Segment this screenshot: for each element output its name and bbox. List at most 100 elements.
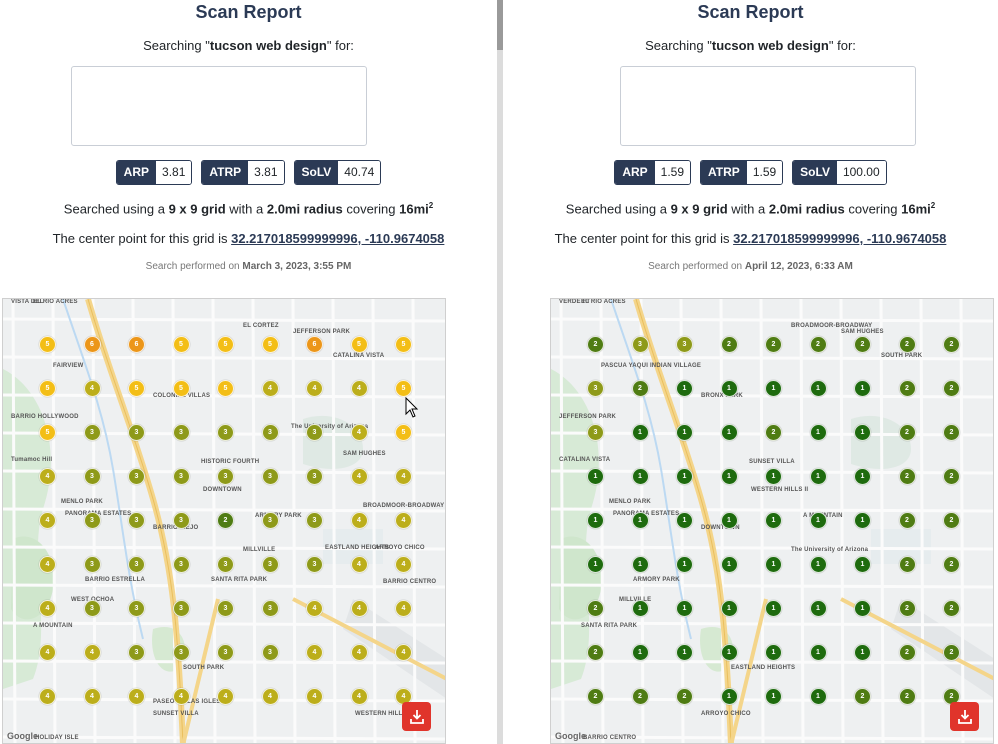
rank-pin[interactable]: 4 [128,688,145,705]
rank-pin[interactable]: 3 [306,424,323,441]
rank-pin[interactable]: 2 [943,512,960,529]
rank-pin[interactable]: 3 [217,424,234,441]
rank-pin[interactable]: 1 [809,424,827,441]
rank-pin[interactable]: 1 [854,600,871,617]
rank-pin[interactable]: 1 [587,468,604,485]
rank-pin[interactable]: 3 [261,512,279,529]
rank-pin[interactable]: 4 [395,644,412,661]
rank-pin[interactable]: 5 [395,424,412,441]
rank-pin[interactable]: 1 [720,424,738,441]
rank-pin[interactable]: 3 [128,424,145,441]
rank-pin[interactable]: 1 [631,600,649,617]
rank-pin[interactable]: 3 [217,644,234,661]
rank-pin[interactable]: 1 [720,644,738,661]
rank-pin[interactable]: 3 [676,336,693,353]
rank-pin[interactable]: 3 [83,512,101,529]
rank-pin[interactable]: 1 [720,556,738,573]
rank-pin[interactable]: 5 [395,380,412,397]
rank-pin[interactable]: 2 [943,556,960,573]
rank-pin[interactable]: 2 [587,600,604,617]
rank-pin[interactable]: 3 [587,424,604,441]
rank-pin[interactable]: 4 [83,644,101,661]
rank-pin[interactable]: 1 [809,468,827,485]
rank-pin[interactable]: 2 [587,644,604,661]
rank-pin[interactable]: 4 [83,688,101,705]
rank-pin[interactable]: 5 [39,380,56,397]
center-point-link[interactable]: 32.217018599999996, -110.9674058 [733,231,947,246]
rank-pin[interactable]: 1 [854,512,871,529]
rank-pin[interactable]: 3 [128,512,145,529]
rank-pin[interactable]: 5 [261,336,279,353]
rank-pin[interactable]: 5 [217,380,234,397]
rank-pin[interactable]: 1 [676,556,693,573]
rank-pin[interactable]: 1 [676,644,693,661]
download-button[interactable] [950,702,979,731]
rank-pin[interactable]: 3 [128,468,145,485]
rank-pin[interactable]: 2 [898,600,916,617]
rank-pin[interactable]: 2 [854,688,871,705]
rank-pin[interactable]: 3 [172,600,190,617]
rank-pin[interactable]: 1 [587,556,604,573]
rank-pin[interactable]: 2 [943,380,960,397]
rank-pin[interactable]: 5 [172,380,190,397]
rank-pin[interactable]: 4 [306,644,323,661]
rank-pin[interactable]: 3 [306,468,323,485]
rank-pin[interactable]: 1 [631,424,649,441]
rank-pin[interactable]: 4 [395,556,412,573]
scrollbar[interactable] [497,0,503,744]
rank-pin[interactable]: 4 [83,380,101,397]
rank-pin[interactable]: 5 [217,336,234,353]
rank-pin[interactable]: 3 [83,424,101,441]
rank-grid-map[interactable]: VERDE FT EL RIO ACRES PASCUA YAQUI INDIAN … [550,298,994,744]
rank-pin[interactable]: 1 [854,556,871,573]
rank-pin[interactable]: 1 [765,600,782,617]
rank-pin[interactable]: 3 [261,556,279,573]
rank-pin[interactable]: 4 [39,512,56,529]
download-button[interactable] [402,702,431,731]
rank-pin[interactable]: 2 [943,644,960,661]
rank-pin[interactable]: 3 [261,468,279,485]
rank-pin[interactable]: 2 [943,424,960,441]
rank-pin[interactable]: 3 [128,556,145,573]
rank-pin[interactable]: 1 [765,512,782,529]
rank-pin[interactable]: 1 [720,512,738,529]
rank-pin[interactable]: 4 [39,600,56,617]
rank-pin[interactable]: 1 [809,688,827,705]
rank-pin[interactable]: 5 [395,336,412,353]
rank-pin[interactable]: 1 [765,556,782,573]
rank-pin[interactable]: 1 [631,556,649,573]
rank-pin[interactable]: 1 [676,380,693,397]
rank-pin[interactable]: 4 [350,688,368,705]
rank-pin[interactable]: 2 [676,688,693,705]
rank-pin[interactable]: 2 [631,688,649,705]
rank-pin[interactable]: 2 [943,336,960,353]
rank-pin[interactable]: 2 [217,512,234,529]
rank-pin[interactable]: 1 [720,468,738,485]
rank-pin[interactable]: 1 [720,688,738,705]
rank-pin[interactable]: 1 [631,512,649,529]
rank-pin[interactable]: 1 [720,600,738,617]
rank-pin[interactable]: 1 [676,512,693,529]
rank-pin[interactable]: 4 [306,688,323,705]
rank-pin[interactable]: 3 [83,600,101,617]
rank-pin[interactable]: 3 [261,600,279,617]
rank-pin[interactable]: 2 [898,424,916,441]
rank-pin[interactable]: 2 [898,380,916,397]
rank-pin[interactable]: 3 [83,468,101,485]
rank-pin[interactable]: 2 [898,512,916,529]
rank-pin[interactable]: 3 [83,556,101,573]
rank-pin[interactable]: 4 [172,688,190,705]
rank-pin[interactable]: 2 [898,336,916,353]
rank-pin[interactable]: 1 [765,688,782,705]
rank-pin[interactable]: 6 [306,336,323,353]
rank-pin[interactable]: 5 [172,336,190,353]
rank-pin[interactable]: 4 [261,380,279,397]
rank-pin[interactable]: 2 [898,644,916,661]
rank-pin[interactable]: 4 [306,380,323,397]
rank-pin[interactable]: 3 [128,600,145,617]
rank-pin[interactable]: 2 [587,688,604,705]
rank-pin[interactable]: 2 [587,336,604,353]
rank-pin[interactable]: 1 [809,380,827,397]
rank-pin[interactable]: 5 [350,336,368,353]
rank-pin[interactable]: 3 [172,468,190,485]
